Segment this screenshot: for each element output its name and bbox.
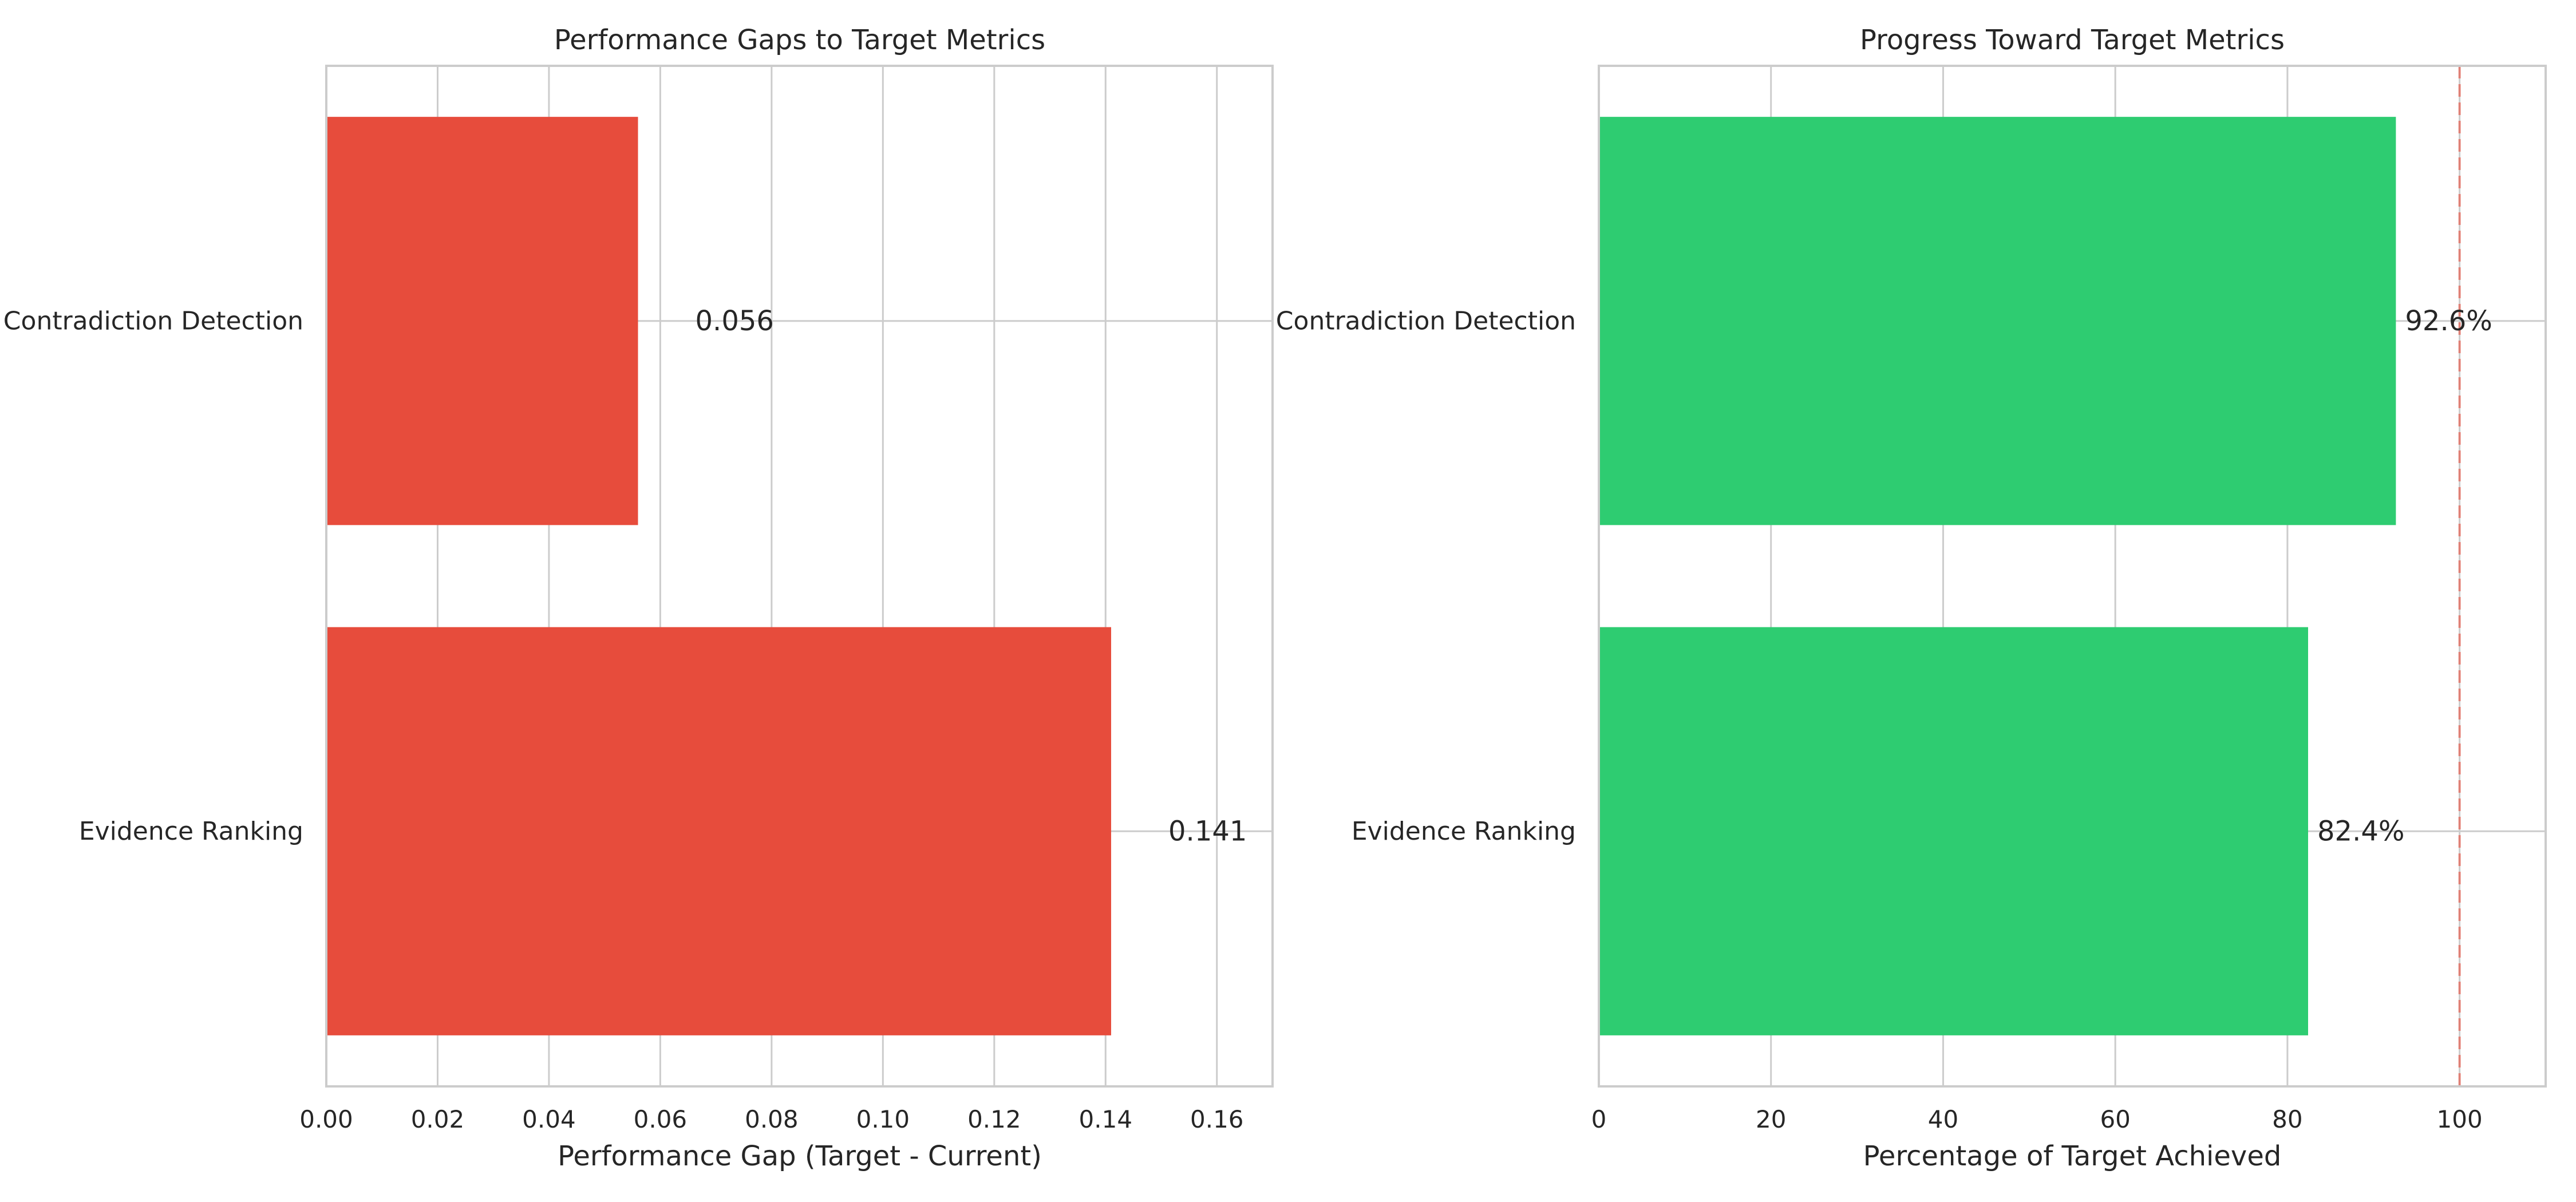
gap-chart-xtick-label-6: 0.12 <box>967 1105 1021 1133</box>
gap-chart-xlabel: Performance Gap (Target - Current) <box>558 1140 1042 1172</box>
gap-chart-bar-1 <box>326 627 1112 1035</box>
gap-chart-xtick-label-0: 0.00 <box>299 1105 353 1133</box>
progress-chart-data-label-0: 92.6% <box>2405 305 2492 337</box>
gap-chart-xtick-label-7: 0.14 <box>1079 1105 1133 1133</box>
progress-chart-xtick-label-3: 60 <box>2100 1105 2130 1133</box>
gap-chart-xtick-label-4: 0.08 <box>745 1105 799 1133</box>
progress-chart-xtick-label-4: 80 <box>2272 1105 2302 1133</box>
progress-chart-xlabel: Percentage of Target Achieved <box>1863 1140 2282 1172</box>
progress-chart-frame <box>1598 65 2547 1088</box>
progress-chart-xtick-label-2: 40 <box>1928 1105 1958 1133</box>
progress-chart-category-label-0: Contradiction Detection <box>1276 306 1576 335</box>
progress-chart-title: Progress Toward Target Metrics <box>1860 24 2285 56</box>
gap-chart-category-label-0: Contradiction Detection <box>3 306 303 335</box>
progress-chart-xtick-label-1: 20 <box>1756 1105 1786 1133</box>
gap-chart-xtick-label-1: 0.02 <box>411 1105 465 1133</box>
gap-chart-xtick-label-8: 0.16 <box>1190 1105 1244 1133</box>
gap-chart-data-label-0: 0.056 <box>696 305 774 337</box>
progress-chart-bar-0 <box>1599 117 2396 525</box>
gap-chart-frame <box>325 65 1274 1088</box>
gap-chart-xtick-label-3: 0.06 <box>634 1105 688 1133</box>
progress-chart-data-label-1: 82.4% <box>2317 815 2404 847</box>
gap-chart: Performance Gaps to Target Metrics Perfo… <box>3 24 1274 1172</box>
gap-chart-xtick-label-5: 0.10 <box>856 1105 910 1133</box>
gap-chart-bar-0 <box>326 117 638 525</box>
gap-chart-title: Performance Gaps to Target Metrics <box>554 24 1045 56</box>
gap-chart-data-label-1: 0.141 <box>1168 815 1247 847</box>
progress-chart: Progress Toward Target Metrics Percentag… <box>1276 24 2547 1172</box>
gap-chart-xtick-label-2: 0.04 <box>522 1105 576 1133</box>
gap-chart-category-label-1: Evidence Ranking <box>79 817 303 846</box>
progress-chart-bar-1 <box>1599 627 2308 1035</box>
progress-chart-xtick-label-5: 100 <box>2437 1105 2483 1133</box>
progress-chart-category-label-1: Evidence Ranking <box>1352 817 1576 846</box>
progress-chart-xtick-label-0: 0 <box>1591 1105 1607 1133</box>
